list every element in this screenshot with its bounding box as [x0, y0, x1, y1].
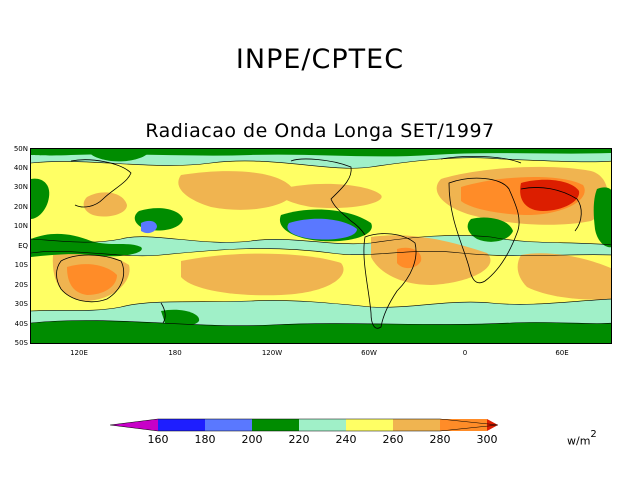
colorbar-segment: [252, 419, 299, 431]
field-north-orange: [178, 171, 294, 210]
coastlines: [56, 155, 582, 329]
field-west-green: [31, 178, 50, 219]
contour-south: [31, 298, 611, 312]
colorbar-outline: [110, 418, 499, 432]
colorbar-unit-base: w/m: [567, 434, 591, 448]
lon-label: 60E: [555, 349, 569, 357]
contour-eq-south: [31, 248, 611, 257]
lat-label: 40N: [13, 164, 28, 172]
coast-europe: [440, 155, 522, 164]
colorbar-unit: w/m2: [567, 429, 597, 448]
map-title: INPE/CPTEC: [235, 44, 405, 75]
field-west-orange: [83, 192, 127, 217]
colorbar: [110, 418, 499, 432]
lon-label: 60W: [361, 349, 377, 357]
field-south-atlantic-orange: [371, 235, 491, 285]
colorbar-label: 220: [288, 433, 310, 446]
lon-label: 0: [462, 349, 468, 357]
colorbar-segment: [299, 419, 346, 431]
lat-label: 10S: [14, 261, 28, 269]
lat-label: 40S: [14, 320, 28, 328]
olr-map-canvas: [31, 149, 611, 343]
field-asia-green: [87, 149, 151, 162]
coast-north-america: [290, 158, 366, 236]
lat-label: 50S: [14, 339, 28, 347]
coast-asia-east: [70, 159, 132, 208]
contour-north: [31, 157, 611, 169]
map-subtitle: Radiacao de Onda Longa SET/1997: [145, 120, 495, 142]
lat-label: 20S: [14, 281, 28, 289]
field-south-africa-orange: [517, 253, 611, 300]
coast-south-america: [363, 233, 417, 329]
field-pacific-orange: [279, 183, 382, 209]
colorbar-label: 160: [147, 433, 169, 446]
field-indian-green: [467, 217, 513, 242]
lat-label: 10N: [13, 222, 28, 230]
colorbar-segment: [393, 419, 440, 431]
lon-label: 120W: [261, 349, 283, 357]
contour-eq-north: [31, 235, 611, 246]
colorbar-segment: [346, 419, 393, 431]
colorbar-segment: [158, 419, 205, 431]
field-south-green: [31, 320, 611, 343]
field-south-america-deep: [397, 247, 422, 269]
lon-label: 180: [168, 349, 182, 357]
colorbar-label: 240: [335, 433, 357, 446]
colorbar-unit-exp: 2: [590, 429, 597, 440]
coast-new-zealand: [160, 302, 166, 324]
colorbar-label: 300: [476, 433, 498, 446]
field-australia-deep: [67, 264, 117, 295]
colorbar-arrow-low: [110, 419, 158, 431]
contour-lines: [31, 157, 611, 327]
coast-australia: [56, 254, 124, 303]
colorbar-label: 180: [194, 433, 216, 446]
lon-label: 120E: [70, 349, 88, 357]
colorbar-label: 260: [382, 433, 404, 446]
field-north-green: [31, 149, 611, 157]
colorbar-arrow-high: [487, 419, 498, 431]
field-pacific-blue: [287, 218, 357, 240]
olr-map: [30, 148, 612, 344]
field-west-blue: [141, 220, 157, 234]
lat-label: 30S: [14, 300, 28, 308]
lat-label: EQ: [18, 242, 28, 250]
field-south-pacific-orange: [181, 253, 344, 296]
colorbar-segment: [440, 419, 487, 431]
colorbar-label: 280: [429, 433, 451, 446]
coast-asia-south: [520, 187, 582, 232]
colorbar-segment: [205, 419, 252, 431]
contour-far-south: [31, 320, 611, 327]
lat-label: 30N: [13, 183, 28, 191]
lat-label: 50N: [13, 145, 28, 153]
coast-africa: [448, 177, 520, 284]
lat-label: 20N: [13, 203, 28, 211]
colorbar-label: 200: [241, 433, 263, 446]
field-mid-green: [161, 309, 200, 326]
field-east-green: [593, 187, 611, 248]
